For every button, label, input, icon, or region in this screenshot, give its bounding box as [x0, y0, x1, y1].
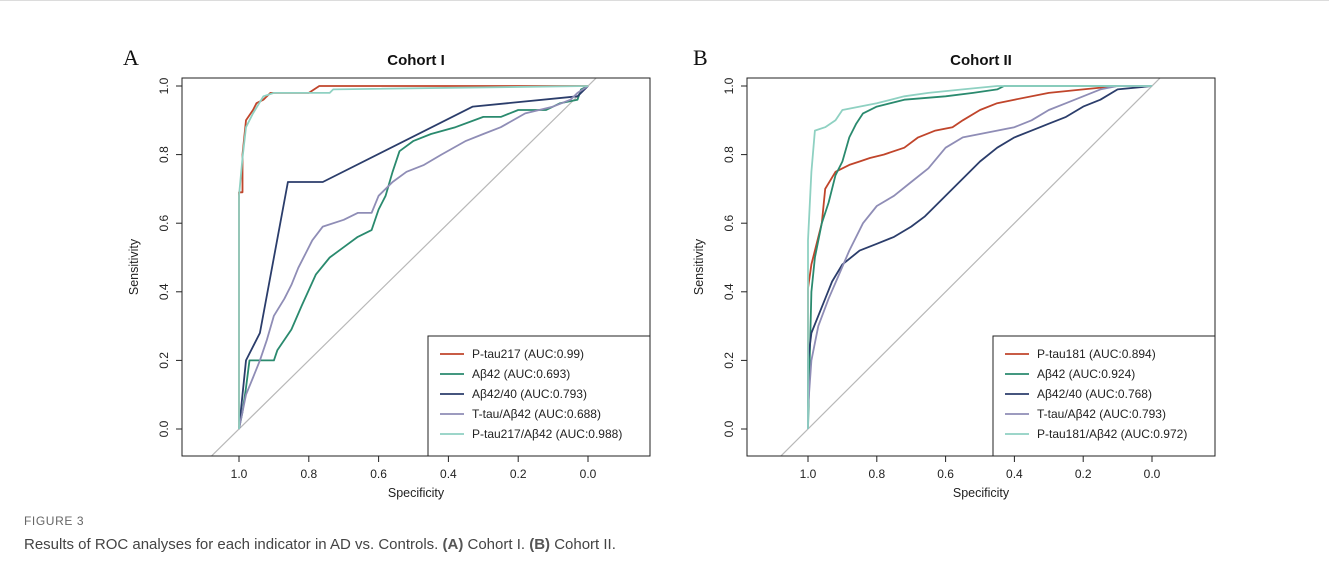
panel-a-y-axis-label: Sensitivity — [127, 238, 141, 295]
panel-a-letter: A — [123, 45, 139, 70]
panel-b-roc-curve-4 — [807, 85, 1152, 429]
panel-b-title: Cohort II — [950, 52, 1012, 69]
panel-b-reference-diagonal — [780, 78, 1161, 456]
panel-a-y-tick-label: 0.0 — [157, 420, 171, 437]
panel-a-x-tick-label: 0.2 — [510, 467, 527, 481]
panel-a-roc-curve-2 — [238, 85, 589, 430]
panel-b-y-tick-label: 1.0 — [722, 77, 736, 94]
panel-a-legend-entry-1: P-tau217 (AUC:0.99) — [472, 347, 584, 361]
panel-a-legend-entry-2: Aβ42 (AUC:0.693) — [472, 367, 570, 381]
panel-a-x-tick-label: 0.4 — [440, 467, 457, 481]
panel-a-x-tick-label: 1.0 — [231, 467, 248, 481]
panel-b-x-tick-label: 0.2 — [1075, 467, 1092, 481]
panel-b-legend-entry-4: T-tau/Aβ42 (AUC:0.793) — [1037, 407, 1166, 421]
panel-b-x-tick-label: 0.0 — [1144, 467, 1161, 481]
panel-a-y-tick-label: 1.0 — [157, 77, 171, 94]
panel-a-x-tick-label: 0.0 — [580, 467, 597, 481]
panel-a-y-tick-label: 0.8 — [157, 146, 171, 163]
caption-b-tag: (B) — [529, 536, 551, 553]
figure-caption: Results of ROC analyses for each indicat… — [24, 536, 616, 553]
panel-a-y-tick-label: 0.4 — [157, 283, 171, 300]
panel-b-y-axis-label: Sensitivity — [692, 238, 706, 295]
panel-b-legend-entry-1: P-tau181 (AUC:0.894) — [1037, 347, 1156, 361]
panel-a-legend-entry-4: T-tau/Aβ42 (AUC:0.688) — [472, 407, 601, 421]
roc-figure: A Cohort I1.0 0.8 0.6 0.4 0.2 0.0Specificity0.… — [123, 45, 1216, 500]
panel-a-y-tick-label: 0.6 — [157, 215, 171, 232]
panel-b-roc-curve-3 — [807, 85, 1153, 429]
panel-a-x-tick-label: 0.6 — [370, 467, 387, 481]
panel-a-x-tick-label: 0.8 — [300, 467, 317, 481]
panel-b-x-tick-label: 1.0 — [800, 467, 817, 481]
panel-b-x-tick-label: 0.8 — [868, 467, 885, 481]
panel-a-title: Cohort I — [387, 52, 445, 69]
panel-a-roc-curve-4 — [238, 85, 589, 430]
panel-b-letter: B — [693, 45, 708, 70]
panel-b-y-tick-label: 0.0 — [722, 420, 736, 437]
panel-b-roc-curve-5 — [807, 85, 1152, 429]
caption-b-text: Cohort II. — [550, 536, 616, 553]
panel-b-x-axis-label: Specificity — [953, 486, 1010, 500]
panel-b-plot-box — [746, 77, 1216, 457]
caption-a-tag: (A) — [442, 536, 464, 553]
panel-b-legend-entry-3: Aβ42/40 (AUC:0.768) — [1037, 387, 1152, 401]
panel-a-y-tick-label: 0.2 — [157, 352, 171, 369]
panel-b-y-tick-label: 0.2 — [722, 352, 736, 369]
panel-b-y-tick-label: 0.4 — [722, 283, 736, 300]
panel-b-x-tick-label: 0.4 — [1006, 467, 1023, 481]
panel-a-legend-entry-5: P-tau217/Aβ42 (AUC:0.988) — [472, 427, 622, 441]
panel-a-roc-curve-3 — [238, 85, 589, 430]
panel-a-legend-box — [427, 335, 651, 457]
caption-a-text: Cohort I. — [463, 536, 530, 553]
panel-b-x-tick-label: 0.6 — [937, 467, 954, 481]
panel-b-legend-entry-2: Aβ42 (AUC:0.924) — [1037, 367, 1135, 381]
panel-b-legend-box — [992, 335, 1216, 457]
panel-a-plot-box — [181, 77, 651, 457]
panel-a-roc-curve-5 — [238, 85, 589, 429]
panel-a-legend-entry-3: Aβ42/40 (AUC:0.793) — [472, 387, 587, 401]
panel-b-y-tick-label: 0.8 — [722, 146, 736, 163]
panel-b-roc-curve-2 — [807, 85, 1152, 430]
panel-a-reference-diagonal — [210, 78, 597, 456]
panel-b-y-tick-label: 0.6 — [722, 215, 736, 232]
panel-a-x-axis-label: Specificity — [388, 486, 445, 500]
figure-label: FIGURE 3 — [24, 514, 85, 528]
caption-intro: Results of ROC analyses for each indicat… — [24, 536, 443, 553]
panel-b-legend-entry-5: P-tau181/Aβ42 (AUC:0.972) — [1037, 427, 1187, 441]
